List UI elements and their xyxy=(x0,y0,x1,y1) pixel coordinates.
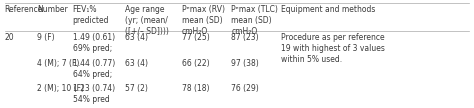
Text: Age range
(yr; (mean/
([+/– SD]))): Age range (yr; (mean/ ([+/– SD]))) xyxy=(125,5,169,36)
Text: 78 (18): 78 (18) xyxy=(182,84,209,93)
Text: Reference: Reference xyxy=(5,5,43,14)
Text: Procedure as per reference
19 with highest of 3 values
within 5% used.: Procedure as per reference 19 with highe… xyxy=(281,33,385,64)
Text: 57 (2): 57 (2) xyxy=(125,84,147,93)
Text: 2 (M); 10 (F): 2 (M); 10 (F) xyxy=(37,84,84,93)
Text: 97 (38): 97 (38) xyxy=(231,59,259,68)
Text: 9 (F): 9 (F) xyxy=(37,33,55,42)
Text: FEV₁%
predicted: FEV₁% predicted xyxy=(73,5,109,25)
Text: Number: Number xyxy=(37,5,68,14)
Text: 20: 20 xyxy=(5,33,14,42)
Text: Equipment and methods: Equipment and methods xyxy=(281,5,375,14)
Text: 4 (M); 7 (F): 4 (M); 7 (F) xyxy=(37,59,79,68)
Text: 87 (23): 87 (23) xyxy=(231,33,259,42)
Text: 77 (25): 77 (25) xyxy=(182,33,210,42)
Text: 1.49 (0.61)
69% pred;: 1.49 (0.61) 69% pred; xyxy=(73,33,115,53)
Text: 63 (4): 63 (4) xyxy=(125,59,148,68)
Text: 1.23 (0.74)
54% pred: 1.23 (0.74) 54% pred xyxy=(73,84,115,104)
Text: 66 (22): 66 (22) xyxy=(182,59,209,68)
Text: 1.44 (0.77)
64% pred;: 1.44 (0.77) 64% pred; xyxy=(73,59,115,79)
Text: 63 (4): 63 (4) xyxy=(125,33,148,42)
Text: Pᵉmax (RV)
mean (SD)
cmH₂O: Pᵉmax (RV) mean (SD) cmH₂O xyxy=(182,5,225,36)
Text: Pᵉmax (TLC)
mean (SD)
cmH₂O: Pᵉmax (TLC) mean (SD) cmH₂O xyxy=(231,5,278,36)
Text: 76 (29): 76 (29) xyxy=(231,84,259,93)
